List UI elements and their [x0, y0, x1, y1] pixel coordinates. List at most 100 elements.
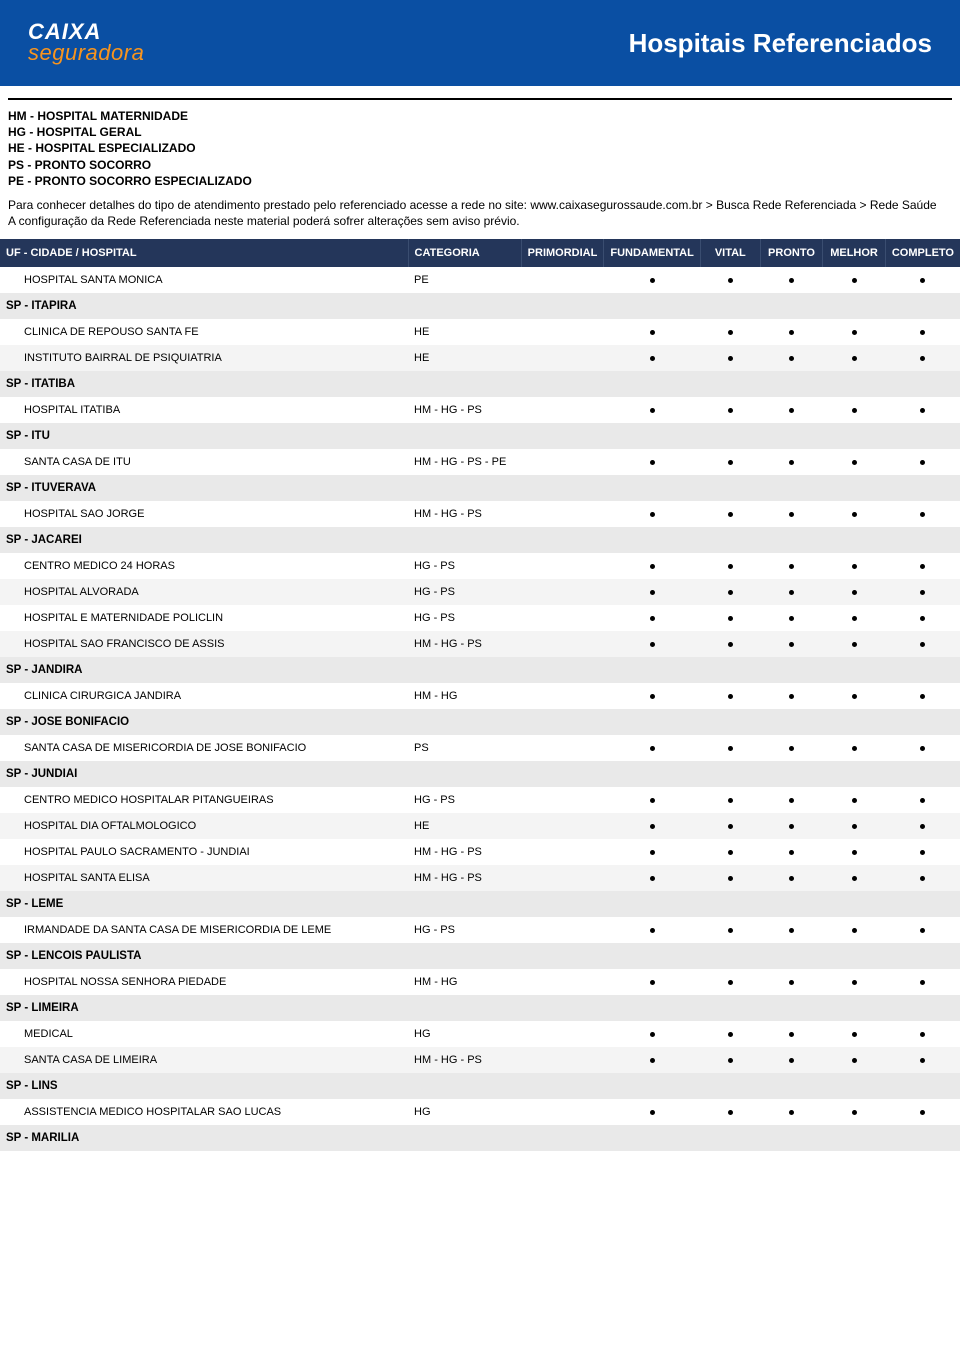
plan-cell — [604, 267, 701, 293]
plan-cell — [823, 813, 886, 839]
legend-line: PE - PRONTO SOCORRO ESPECIALIZADO — [8, 173, 952, 189]
plan-cell — [521, 553, 604, 579]
group-label: SP - ITATIBA — [0, 371, 960, 397]
bullet-icon — [920, 798, 925, 803]
bullet-icon — [650, 590, 655, 595]
bullet-icon — [650, 564, 655, 569]
plan-cell — [521, 397, 604, 423]
hospital-category: PS — [408, 735, 521, 761]
hospital-category: HE — [408, 813, 521, 839]
bullet-icon — [789, 512, 794, 517]
plan-cell — [604, 345, 701, 371]
plan-cell — [823, 397, 886, 423]
plan-cell — [885, 969, 960, 995]
group-row: SP - JACAREI — [0, 527, 960, 553]
plan-cell — [760, 345, 822, 371]
plan-cell — [885, 345, 960, 371]
bullet-icon — [920, 746, 925, 751]
bullet-icon — [728, 590, 733, 595]
bullet-icon — [728, 616, 733, 621]
plan-cell — [604, 501, 701, 527]
bullet-icon — [920, 460, 925, 465]
group-label: SP - JANDIRA — [0, 657, 960, 683]
bullet-icon — [789, 564, 794, 569]
plan-cell — [700, 1099, 760, 1125]
bullet-icon — [650, 928, 655, 933]
group-row: SP - ITATIBA — [0, 371, 960, 397]
plan-cell — [823, 1099, 886, 1125]
plan-cell — [521, 501, 604, 527]
plan-cell — [604, 1047, 701, 1073]
plan-cell — [521, 683, 604, 709]
plan-cell — [760, 319, 822, 345]
bullet-icon — [920, 824, 925, 829]
plan-cell — [760, 813, 822, 839]
plan-cell — [885, 319, 960, 345]
bullet-icon — [728, 642, 733, 647]
col-header-melhor: MELHOR — [823, 239, 886, 267]
plan-cell — [823, 319, 886, 345]
bullet-icon — [789, 642, 794, 647]
bullet-icon — [650, 512, 655, 517]
plan-cell — [700, 1047, 760, 1073]
bullet-icon — [650, 642, 655, 647]
bullet-icon — [852, 1032, 857, 1037]
bullet-icon — [852, 512, 857, 517]
plan-cell — [700, 787, 760, 813]
plan-cell — [604, 787, 701, 813]
table-row: HOSPITAL SANTA ELISAHM - HG - PS — [0, 865, 960, 891]
bullet-icon — [650, 798, 655, 803]
hospital-category: HG - PS — [408, 917, 521, 943]
bullet-icon — [650, 460, 655, 465]
plan-cell — [604, 605, 701, 631]
bullet-icon — [920, 1110, 925, 1115]
hospital-name: INSTITUTO BAIRRAL DE PSIQUIATRIA — [0, 345, 408, 371]
hospital-name: HOSPITAL PAULO SACRAMENTO - JUNDIAI — [0, 839, 408, 865]
table-row: HOSPITAL SAO JORGEHM - HG - PS — [0, 501, 960, 527]
plan-cell — [760, 605, 822, 631]
legend-line: HE - HOSPITAL ESPECIALIZADO — [8, 140, 952, 156]
hospital-name: SANTA CASA DE MISERICORDIA DE JOSE BONIF… — [0, 735, 408, 761]
plan-cell — [885, 553, 960, 579]
hospital-name: SANTA CASA DE ITU — [0, 449, 408, 475]
bullet-icon — [852, 278, 857, 283]
bullet-icon — [789, 1110, 794, 1115]
bullet-icon — [789, 928, 794, 933]
plan-cell — [760, 865, 822, 891]
bullet-icon — [852, 616, 857, 621]
plan-cell — [604, 917, 701, 943]
bullet-icon — [852, 1110, 857, 1115]
group-row: SP - ITUVERAVA — [0, 475, 960, 501]
plan-cell — [700, 449, 760, 475]
plan-cell — [521, 1021, 604, 1047]
group-row: SP - LIMEIRA — [0, 995, 960, 1021]
plan-cell — [521, 865, 604, 891]
bullet-icon — [650, 1032, 655, 1037]
table-row: MEDICALHG — [0, 1021, 960, 1047]
plan-cell — [521, 631, 604, 657]
bullet-icon — [650, 746, 655, 751]
table-row: CLINICA CIRURGICA JANDIRAHM - HG — [0, 683, 960, 709]
plan-cell — [700, 865, 760, 891]
bullet-icon — [789, 1058, 794, 1063]
page-header: CAIXA seguradora Hospitais Referenciados — [0, 0, 960, 86]
bullet-icon — [852, 590, 857, 595]
plan-cell — [604, 735, 701, 761]
bullet-icon — [728, 564, 733, 569]
table-row: CENTRO MEDICO 24 HORASHG - PS — [0, 553, 960, 579]
plan-cell — [885, 735, 960, 761]
plan-cell — [885, 501, 960, 527]
group-label: SP - ITUVERAVA — [0, 475, 960, 501]
hospital-category: HG - PS — [408, 605, 521, 631]
bullet-icon — [789, 746, 794, 751]
bullet-icon — [650, 356, 655, 361]
plan-cell — [521, 917, 604, 943]
bullet-icon — [852, 798, 857, 803]
bullet-icon — [920, 512, 925, 517]
table-row: CLINICA DE REPOUSO SANTA FEHE — [0, 319, 960, 345]
group-row: SP - ITU — [0, 423, 960, 449]
plan-cell — [604, 449, 701, 475]
plan-cell — [885, 839, 960, 865]
hospital-name: HOSPITAL ITATIBA — [0, 397, 408, 423]
plan-cell — [823, 839, 886, 865]
